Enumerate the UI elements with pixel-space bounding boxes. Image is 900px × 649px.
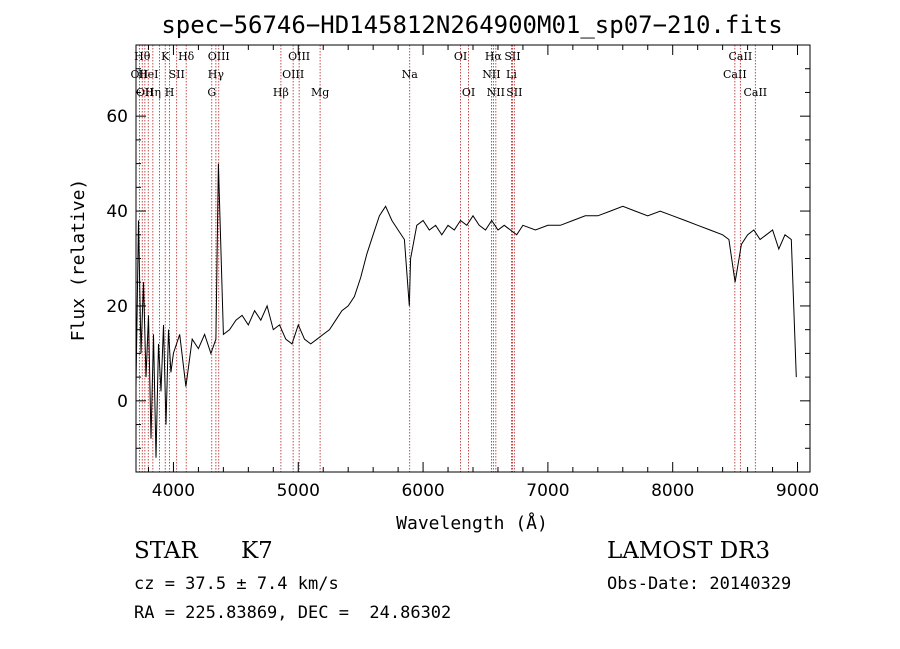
spectral-line-label: H	[165, 86, 175, 99]
spectral-line-label: Mg	[311, 86, 329, 99]
spectral-line-label: NII	[487, 86, 505, 99]
redshift-velocity: cz = 37.5 ± 7.4 km/s	[134, 574, 339, 594]
x-axis-label: Wavelength (Å)	[396, 512, 548, 534]
x-tick-label: 7000	[526, 481, 569, 501]
spectral-line-label: OI	[454, 50, 467, 63]
x-tick-label: 9000	[776, 481, 819, 501]
spectral-line-label: CaII	[723, 68, 747, 81]
x-tick-label: 4000	[152, 481, 195, 501]
spectral-line-label: NII	[482, 68, 500, 81]
spectral-line-label: SII	[506, 86, 522, 99]
spectral-line-label: SII	[169, 68, 185, 81]
spectral-line-label: Hβ	[273, 86, 289, 99]
axis-ticks	[136, 44, 810, 473]
spectral-line-label: Hδ	[178, 50, 195, 63]
spectral-line-label: CaII	[729, 50, 753, 63]
spectral-line-label: OII	[131, 68, 149, 81]
spectral-line-label: SII	[504, 50, 520, 63]
spectral-line-label: HeI	[138, 68, 158, 81]
object-class: STAR	[134, 538, 198, 564]
spectral-line-label: Hα	[485, 50, 503, 63]
spectral-line-label: OIII	[288, 50, 310, 63]
spectral-line-label: Hη	[145, 86, 161, 99]
spectral-line-labels: OIIHθOIIHeIHηKHSIIHδGHγOIIIHβOIIIOIIIMgN…	[131, 50, 768, 99]
spectral-line-label: K	[161, 50, 170, 63]
spectral-line-label: G	[207, 86, 216, 99]
spectral-line-markers	[138, 45, 756, 472]
axis-tick-labels: 4000 5000 6000 7000 8000 9000 0 20 40 60	[106, 107, 819, 501]
spectral-line-label: CaII	[743, 86, 767, 99]
sky-coordinates: RA = 225.83869, DEC = 24.86302	[134, 603, 452, 623]
plot-frame	[135, 44, 811, 473]
spectral-line-label: Na	[402, 68, 419, 81]
y-tick-label: 0	[117, 392, 128, 412]
x-tick-label: 5000	[277, 481, 320, 501]
x-tick-label: 6000	[401, 481, 444, 501]
y-tick-label: 20	[106, 297, 128, 317]
chart-title: spec−56746−HD145812N264900M01_sp07−210.f…	[161, 11, 782, 39]
y-axis-label: Flux (relative)	[68, 179, 89, 342]
spectral-line-label: OIII	[282, 68, 304, 81]
spectral-line-label: OIII	[208, 50, 230, 63]
object-subclass: K7	[241, 538, 273, 564]
spectrum-series-line	[135, 163, 797, 458]
survey-name: LAMOST DR3	[607, 538, 771, 564]
y-tick-label: 40	[106, 202, 128, 222]
spectral-line-label: Hθ	[134, 50, 151, 63]
x-tick-label: 8000	[651, 481, 694, 501]
observation-date: Obs-Date: 20140329	[607, 574, 792, 594]
spectral-line-label: OI	[462, 86, 475, 99]
spectral-line-label: Li	[506, 68, 517, 81]
y-tick-label: 60	[106, 107, 128, 127]
spectral-line-label: OII	[136, 86, 154, 99]
spectral-line-label: Hγ	[208, 68, 225, 81]
